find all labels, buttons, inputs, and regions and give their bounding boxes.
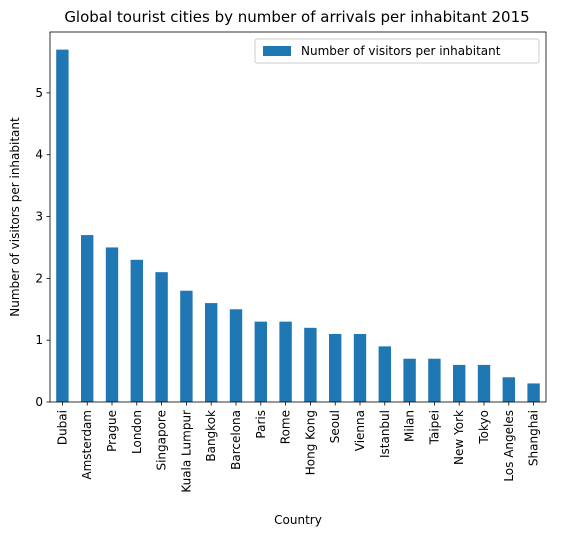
- x-tick-label: Kuala Lumpur: [179, 410, 193, 493]
- y-tick-label: 4: [35, 148, 43, 162]
- x-axis-label: Country: [274, 513, 322, 527]
- bar-barcelona: [229, 309, 243, 402]
- x-tick-label: Shanghai: [527, 410, 541, 466]
- bar-prague: [105, 247, 119, 402]
- x-tick-label: Vienna: [353, 410, 367, 451]
- x-tick-label: Rome: [279, 410, 293, 444]
- y-tick-label: 2: [35, 271, 43, 285]
- bar-new-york: [453, 364, 466, 402]
- bar-tokyo: [477, 364, 491, 402]
- y-axis-ticks: 0 1 2 3 4 5: [35, 86, 50, 409]
- x-tick-label: Hong Kong: [303, 410, 317, 475]
- bar-shanghai: [527, 383, 540, 402]
- bar-milan: [403, 358, 416, 402]
- legend-label: Number of visitors per inhabitant: [301, 44, 501, 58]
- x-tick-label: Istanbul: [378, 410, 392, 458]
- bar-rome: [279, 321, 292, 402]
- y-axis-label: Number of visitors per inhabitant: [8, 117, 22, 317]
- x-tick-label: Singapore: [155, 410, 169, 471]
- chart-title: Global tourist cities by number of arriv…: [64, 8, 529, 26]
- plot-area: [56, 49, 540, 402]
- y-tick-label: 1: [35, 333, 43, 347]
- y-tick-label: 0: [35, 395, 43, 409]
- x-axis-ticks: Dubai Amsterdam Prague London Singapore Kuala…: [55, 402, 541, 493]
- bar-dubai: [56, 49, 69, 402]
- bar-vienna: [353, 333, 367, 402]
- x-tick-label: Los Angeles: [502, 410, 516, 482]
- x-tick-label: Bangkok: [204, 410, 218, 462]
- bar-london: [130, 259, 143, 402]
- x-tick-label: Dubai: [55, 410, 69, 445]
- x-tick-label: New York: [452, 410, 466, 465]
- bar-kuala-lumpur: [180, 290, 193, 402]
- legend: Number of visitors per inhabitant: [254, 38, 540, 64]
- bar-istanbul: [378, 346, 391, 402]
- x-tick-label: Prague: [105, 410, 119, 452]
- bar-singapore: [155, 272, 168, 402]
- y-tick-label: 3: [35, 210, 43, 224]
- bar-seoul: [329, 333, 342, 402]
- x-tick-label: London: [130, 410, 144, 454]
- bar-bangkok: [205, 303, 218, 402]
- bar-taipei: [428, 358, 441, 402]
- plot-frame: [49, 31, 547, 403]
- x-tick-label: Paris: [254, 410, 268, 439]
- x-tick-label: Amsterdam: [80, 410, 94, 480]
- x-tick-label: Milan: [403, 410, 417, 442]
- legend-box: [254, 38, 540, 64]
- bar-paris: [254, 321, 267, 402]
- x-tick-label: Barcelona: [229, 410, 243, 470]
- bar-hong-kong: [304, 327, 317, 402]
- x-tick-label: Taipei: [427, 410, 441, 445]
- bar-los-angeles: [502, 377, 515, 402]
- x-tick-label: Tokyo: [477, 410, 491, 445]
- legend-swatch: [263, 46, 291, 56]
- y-tick-label: 5: [35, 86, 43, 100]
- bar-amsterdam: [81, 235, 94, 402]
- x-tick-label: Seoul: [328, 410, 342, 443]
